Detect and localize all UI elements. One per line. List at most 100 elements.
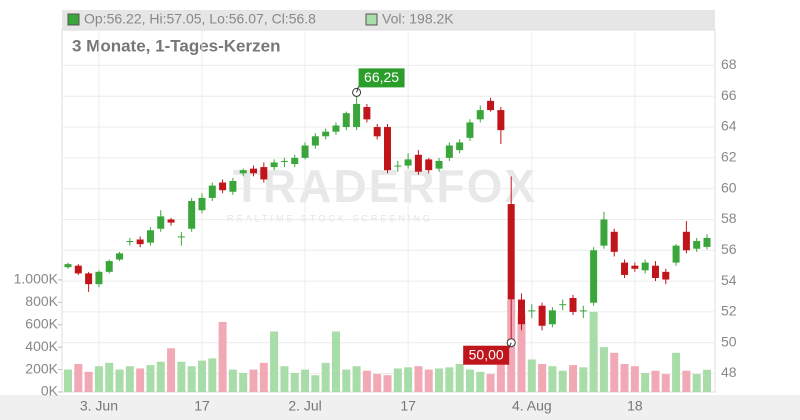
candle-body [229, 180, 237, 192]
volume-bar [692, 374, 701, 392]
volume-bar [239, 372, 248, 392]
x-tick-label: 17 [400, 398, 416, 414]
candle-body [693, 241, 701, 249]
candle-body [105, 261, 113, 272]
volume-bar [476, 371, 485, 392]
candle-body [600, 219, 608, 246]
volume-bar [290, 372, 299, 392]
candle-body [342, 113, 350, 128]
candle-body [569, 298, 577, 312]
candle-body [641, 262, 649, 271]
candle-body [435, 160, 443, 169]
volume-bar [393, 368, 402, 392]
candle-body [177, 236, 185, 238]
x-tick-label: 2. Jul [288, 398, 321, 414]
header-bar [62, 10, 715, 30]
volume-bar [517, 313, 526, 392]
candle-body [528, 310, 536, 312]
candle-body [548, 310, 556, 325]
volume-bar [167, 348, 176, 392]
candle-body [301, 145, 309, 158]
candle-body [270, 162, 278, 168]
y-tick-label: 60 [721, 179, 737, 195]
y2-tick-label: 600K [25, 315, 58, 331]
x-tick-label: 17 [194, 398, 210, 414]
x-axis-band [0, 395, 800, 420]
candle-body [260, 167, 268, 180]
volume-bar [435, 368, 444, 392]
ohlc-legend-icon [67, 13, 80, 26]
candle-body [95, 271, 103, 285]
x-tick-label: 4. Aug [512, 398, 552, 414]
candle-body [414, 154, 422, 172]
candle-body [208, 185, 216, 198]
volume-bar [703, 369, 711, 392]
ohlc-label: Op:56.22, Hi:57.05, Lo:56.07, Cl:56.8 [84, 11, 316, 27]
candle-body [507, 204, 515, 300]
candle-body [631, 265, 639, 269]
candle-body [456, 142, 464, 151]
candle-body [621, 262, 629, 275]
volume-bar [538, 363, 547, 392]
candle-body [672, 245, 680, 263]
candle-body [167, 219, 175, 223]
candle-body [559, 304, 567, 306]
y-tick-label: 66 [721, 87, 737, 103]
y-tick-label: 56 [721, 241, 737, 257]
volume-bar [610, 352, 619, 392]
volume-bar [259, 362, 268, 392]
x-tick-label: 3. Jun [80, 398, 118, 414]
volume-bar [661, 374, 670, 392]
candle-body [466, 122, 474, 138]
volume-bar [208, 358, 217, 392]
volume-bar [301, 369, 310, 392]
volume-bar [373, 374, 382, 392]
y-tick-label: 64 [721, 118, 737, 134]
volume-bar [342, 369, 351, 392]
y2-tick-label: 0K [41, 383, 59, 399]
y-tick-label: 68 [721, 56, 737, 72]
y-tick-label: 50 [721, 333, 737, 349]
volume-bar [527, 359, 536, 392]
volume-bar [404, 367, 413, 392]
volume-bar [424, 369, 433, 392]
volume-bar [589, 311, 598, 392]
candle-body [250, 168, 258, 174]
y2-tick-label: 200K [25, 360, 58, 376]
volume-bar [94, 366, 103, 392]
volume-bar [74, 363, 83, 392]
candle-body [136, 239, 144, 245]
volume-bar [352, 366, 361, 392]
volume-bar [641, 372, 650, 392]
x-tick-label: 18 [627, 398, 643, 414]
volume-bar [105, 362, 114, 392]
volume-bar [228, 369, 237, 392]
volume-bar [146, 365, 155, 392]
annotation-leader [508, 342, 512, 348]
volume-bar [455, 363, 464, 392]
volume-bar [383, 375, 392, 392]
candle-body [579, 310, 587, 312]
volume-bar [414, 366, 423, 392]
candle-body [703, 237, 711, 247]
volume-bar [115, 369, 124, 392]
volume-bar [218, 321, 227, 392]
volume-bar [125, 366, 134, 392]
candle-body [146, 230, 154, 243]
candle-body [517, 299, 525, 325]
candle-body [198, 197, 206, 211]
volume-bar [187, 366, 196, 392]
candle-body [662, 271, 670, 280]
candle-body [64, 264, 72, 268]
candle-body [384, 127, 391, 171]
candle-body [188, 200, 196, 229]
candle-body [363, 107, 371, 120]
annotation-box [358, 68, 405, 88]
candle-body [682, 231, 690, 251]
candle-body [332, 125, 340, 132]
y-tick-label: 48 [721, 364, 737, 380]
volume-bar [321, 362, 330, 392]
annotation-label: 66,25 [364, 69, 399, 85]
y2-tick-label: 1.000K [14, 271, 59, 287]
volume-bar [249, 369, 258, 392]
